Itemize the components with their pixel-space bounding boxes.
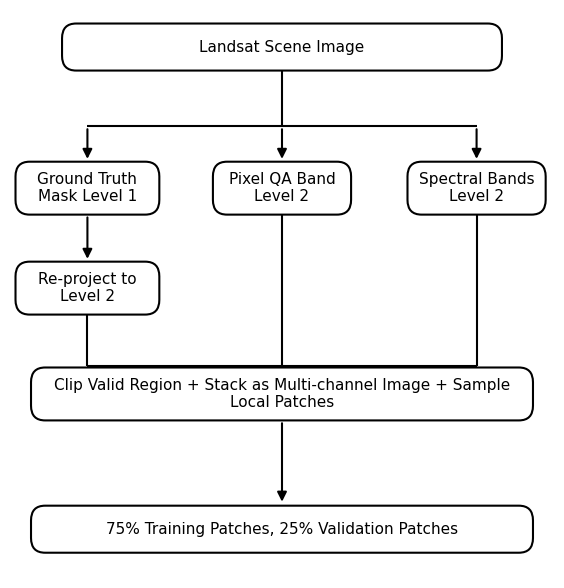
FancyBboxPatch shape [31,368,533,420]
Text: 75% Training Patches, 25% Validation Patches: 75% Training Patches, 25% Validation Pat… [106,522,458,537]
FancyBboxPatch shape [31,506,533,553]
FancyBboxPatch shape [15,162,159,215]
Text: Re-project to
Level 2: Re-project to Level 2 [38,272,136,305]
Text: Pixel QA Band
Level 2: Pixel QA Band Level 2 [228,172,336,205]
Text: Landsat Scene Image: Landsat Scene Image [200,39,364,55]
FancyBboxPatch shape [213,162,351,215]
Text: Ground Truth
Mask Level 1: Ground Truth Mask Level 1 [37,172,138,205]
FancyBboxPatch shape [407,162,545,215]
Text: Clip Valid Region + Stack as Multi-channel Image + Sample
Local Patches: Clip Valid Region + Stack as Multi-chann… [54,377,510,410]
FancyBboxPatch shape [15,262,159,315]
FancyBboxPatch shape [62,24,502,71]
Text: Spectral Bands
Level 2: Spectral Bands Level 2 [418,172,535,205]
